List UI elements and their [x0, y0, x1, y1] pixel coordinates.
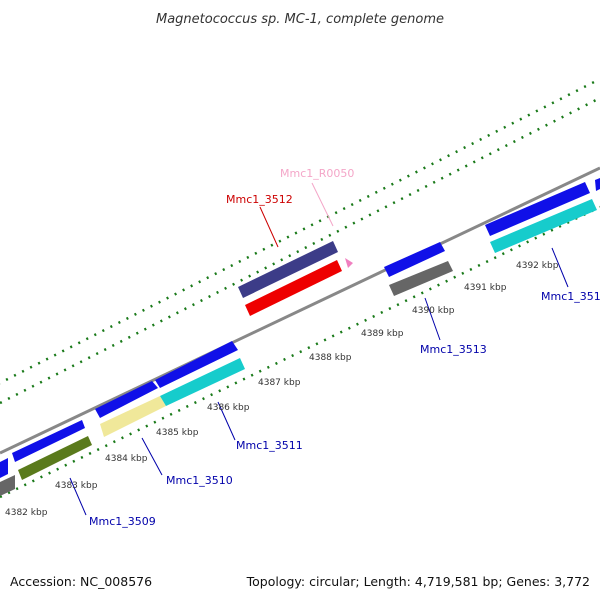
tick-label: 4392 kbp — [516, 261, 559, 271]
tick-label: 4383 kbp — [55, 481, 98, 491]
gene-label-3513[interactable]: Mmc1_3513 — [420, 343, 487, 356]
gene-arrow-mmc1-3511[interactable] — [160, 358, 245, 406]
tick-label: 4389 kbp — [361, 329, 404, 339]
forward-strand — [0, 178, 600, 478]
reverse-strand — [0, 199, 597, 496]
gene-arrow[interactable] — [0, 475, 15, 496]
gene-arrow-mmc1-3514[interactable] — [490, 199, 597, 253]
gene-label-3514[interactable]: Mmc1_3514 — [541, 290, 600, 303]
kbp-tick-labels: 4382 kbp 4383 kbp 4384 kbp 4385 kbp 4386… — [5, 261, 559, 518]
gene-label-3510[interactable]: Mmc1_3510 — [166, 474, 233, 487]
map-title: Magnetococcus sp. MC-1, complete genome — [156, 12, 444, 27]
genome-backbone — [0, 166, 600, 455]
tick-label: 4384 kbp — [105, 454, 148, 464]
genome-summary-text: Topology: circular; Length: 4,719,581 bp… — [246, 574, 590, 589]
callout-lines — [69, 182, 569, 516]
gene-arrow-mmc1-3509[interactable] — [18, 436, 92, 480]
callout-line-3511 — [217, 401, 236, 441]
rna-arrow-mmc1-r0050[interactable] — [345, 258, 353, 268]
callout-line-3514 — [551, 247, 569, 288]
tick-label: 4386 kbp — [207, 403, 250, 413]
callout-line-r0050 — [311, 182, 334, 227]
gene-labels: Mmc1_R0050 Mmc1_3512 Mmc1_3514 Mmc1_3513… — [89, 167, 600, 528]
gene-arrow[interactable] — [0, 458, 8, 478]
outer-dotted-track-2 — [0, 77, 600, 385]
gene-arrow-mmc1-3512-upper[interactable] — [238, 241, 338, 298]
gene-arrow[interactable] — [95, 381, 158, 418]
gene-label-3509[interactable]: Mmc1_3509 — [89, 515, 156, 528]
gene-label-3512[interactable]: Mmc1_3512 — [226, 193, 293, 206]
gene-arrow-mmc1-3513[interactable] — [389, 261, 453, 296]
gene-arrow[interactable] — [155, 341, 238, 388]
outer-dotted-track — [0, 96, 600, 405]
gene-arrow[interactable] — [595, 178, 600, 191]
inner-dotted-track — [0, 205, 600, 499]
gene-arrow[interactable] — [384, 242, 445, 277]
tick-label: 4390 kbp — [412, 306, 455, 316]
callout-line-3513 — [424, 297, 441, 341]
gene-arrow-mmc1-3512[interactable] — [245, 260, 342, 316]
accession-text: Accession: NC_008576 — [10, 574, 152, 589]
gene-arrow[interactable] — [485, 182, 590, 236]
gene-label-3511[interactable]: Mmc1_3511 — [236, 439, 303, 452]
tick-label: 4382 kbp — [5, 508, 48, 518]
gene-arrow-mmc1-3510[interactable] — [100, 396, 166, 437]
callout-line-3510 — [141, 437, 163, 476]
gene-label-r0050[interactable]: Mmc1_R0050 — [280, 167, 354, 180]
gene-arrow[interactable] — [12, 420, 85, 462]
callout-line-3512 — [259, 206, 279, 248]
tick-label: 4387 kbp — [258, 378, 301, 388]
tick-label: 4391 kbp — [464, 283, 507, 293]
tick-label: 4388 kbp — [309, 353, 352, 363]
callout-line-3509 — [69, 477, 87, 516]
tick-label: 4385 kbp — [156, 428, 199, 438]
